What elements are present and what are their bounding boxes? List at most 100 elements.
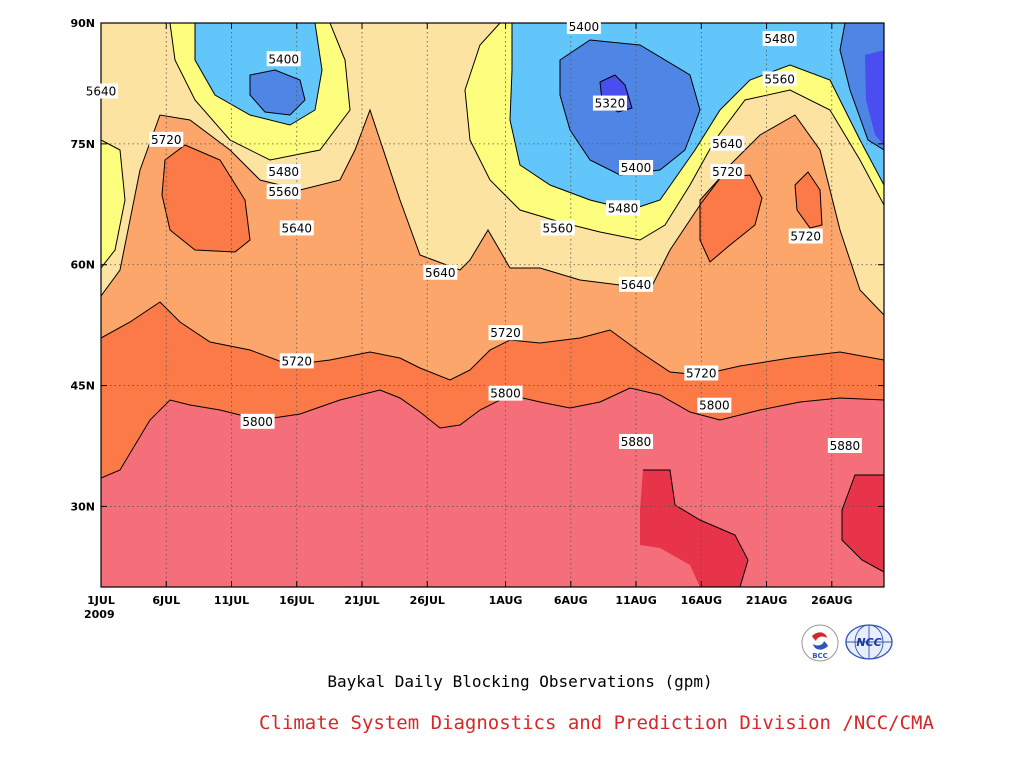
- x-tick-label: 11JUL: [214, 594, 249, 607]
- contour-label: 5640: [84, 83, 118, 99]
- contour-label: 5720: [488, 325, 523, 341]
- contour-label-text: 5640: [281, 221, 312, 235]
- contour-label-text: 5720: [790, 230, 821, 244]
- contour-labels: 5640 5400 5480 5560 5640 5720 5640 5720 5720 5800…: [84, 19, 862, 453]
- contour-label-bg: [488, 385, 523, 401]
- contour-label-text: 5400: [621, 161, 652, 175]
- high-5880-mid: [640, 470, 748, 587]
- high-5720-west: [162, 145, 250, 252]
- contour-label: 5400: [566, 19, 601, 35]
- contour-label-bg: [619, 276, 654, 292]
- contour-label-bg: [423, 264, 458, 280]
- contour-label-bg: [149, 131, 184, 147]
- x-tick-label: 26AUG: [811, 594, 852, 607]
- contour-label-bg: [684, 365, 719, 381]
- x-axis-year-label: 2009: [84, 608, 115, 621]
- contour-label: 5400: [266, 51, 301, 67]
- contour-label-bg: [619, 433, 654, 449]
- band-5400-5480: [195, 23, 884, 210]
- contour-label-text: 5480: [268, 165, 299, 179]
- contour-label-text: 5880: [830, 439, 861, 453]
- high-5720-east: [795, 172, 822, 228]
- contour-label: 5720: [149, 131, 184, 147]
- contour-label-bg: [762, 71, 797, 87]
- x-tick-label: 11AUG: [615, 594, 656, 607]
- chart-title: Baykal Daily Blocking Observations (gpm): [327, 672, 713, 691]
- y-tick-label: 30N: [70, 500, 95, 513]
- contour-label-text: 5720: [281, 354, 312, 368]
- contour-label: 5320: [592, 95, 627, 111]
- contour-label-bg: [540, 220, 575, 236]
- bcc-logo: BCC: [801, 624, 839, 662]
- contour-label: 5480: [606, 200, 640, 216]
- contour-label-bg: [697, 397, 732, 413]
- contour-label: 5720: [710, 164, 745, 180]
- contour-label-bg: [266, 184, 301, 200]
- credit-line: Climate System Diagnostics and Predictio…: [259, 712, 934, 734]
- contour-label-bg: [488, 325, 523, 341]
- x-tick-label: 21AUG: [746, 594, 787, 607]
- high-5880-east: [842, 475, 884, 572]
- contour-label-text: 5800: [490, 387, 521, 401]
- contour-label-bg: [710, 164, 745, 180]
- y-tick-label: 75N: [70, 138, 95, 151]
- contour-label-text: 5720: [712, 165, 743, 179]
- contour-label: 5640: [619, 276, 654, 292]
- contour-label-text: 5720: [686, 366, 717, 380]
- contour-label-bg: [84, 83, 118, 99]
- contour-label: 5640: [710, 135, 745, 151]
- contour-label-text: 5560: [542, 221, 573, 235]
- contour-label-text: 5480: [608, 201, 639, 215]
- x-axis: 1JUL 6JUL 11JUL 16JUL 21JUL 26JUL 1AUG 6AUG 11AU…: [87, 23, 853, 607]
- contour-label-bg: [606, 200, 640, 216]
- contour-label-bg: [240, 413, 275, 429]
- contour-label-bg: [788, 228, 823, 244]
- contour-label: 5480: [762, 31, 797, 47]
- contour-label-bg: [619, 160, 654, 176]
- y-tick-label: 90N: [70, 17, 95, 30]
- contour-label: 5720: [279, 353, 314, 369]
- contour-label: 5800: [697, 397, 732, 413]
- contour-label: 5640: [279, 220, 314, 236]
- contour-label-text: 5640: [86, 84, 117, 98]
- y-tick-label: 60N: [70, 259, 95, 272]
- contour-label-text: 5800: [242, 415, 273, 429]
- x-tick-label: 1JUL: [87, 594, 115, 607]
- contour-label: 5560: [762, 71, 797, 87]
- contour-label-text: 5560: [268, 185, 299, 199]
- contour-fill-layers: [101, 23, 884, 587]
- y-tick-label: 45N: [70, 380, 95, 393]
- contour-label-bg: [279, 220, 314, 236]
- contour-label-bg: [762, 31, 797, 47]
- contour-label: 5800: [488, 385, 523, 401]
- contour-label-bg: [266, 51, 301, 67]
- gridlines: [101, 23, 884, 587]
- x-tick-label: 1AUG: [489, 594, 523, 607]
- contour-label-text: 5800: [699, 399, 730, 413]
- contour-label-bg: [710, 135, 745, 151]
- contour-label-text: 5480: [764, 32, 795, 46]
- y-axis: 30N 45N 60N 75N 90N: [70, 17, 884, 513]
- plot-frame: [100, 22, 885, 588]
- high-5720-mid: [700, 175, 762, 262]
- contour-label-bg: [566, 19, 601, 35]
- contour-label-bg: [827, 438, 862, 453]
- contour-label-text: 5720: [151, 133, 182, 147]
- contour-label-bg: [266, 164, 301, 180]
- contour-label: 5800: [240, 413, 275, 429]
- x-tick-label: 16AUG: [681, 594, 722, 607]
- contour-label-text: 5560: [764, 72, 795, 86]
- contour-label: 5720: [684, 365, 719, 381]
- contour-label-bg: [279, 353, 314, 369]
- ncc-logo: NCC: [845, 624, 893, 660]
- contour-label: 5400: [619, 160, 654, 176]
- ncc-logo-text: NCC: [856, 636, 881, 649]
- contour-label-text: 5640: [621, 278, 652, 292]
- contour-label: 5880: [827, 438, 862, 453]
- contour-label: 5880: [619, 433, 654, 449]
- contour-label: 5560: [266, 184, 301, 200]
- band-5320-5400: [250, 23, 884, 175]
- contour-label-text: 5640: [712, 137, 743, 151]
- contour-label-text: 5880: [621, 435, 652, 449]
